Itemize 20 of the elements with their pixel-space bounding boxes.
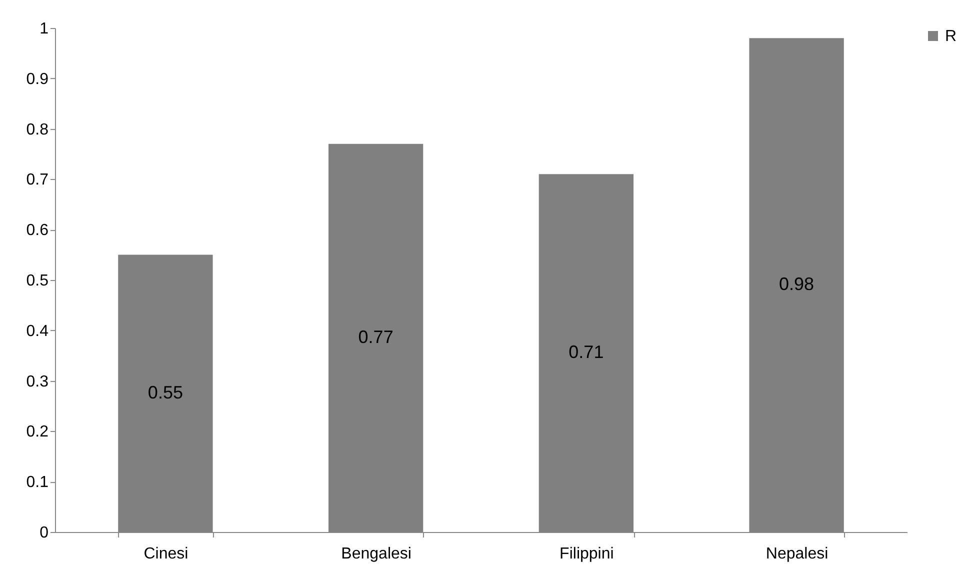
x-tick-label: Bengalesi <box>341 546 412 562</box>
data-label: 0.55 <box>148 382 183 402</box>
y-tick-label: 0.4 <box>26 322 49 340</box>
y-tick-label: 0.1 <box>26 474 49 492</box>
x-tick-label: Nepalesi <box>766 546 828 562</box>
x-tick-label: Cinesi <box>144 546 188 562</box>
legend-label: R <box>945 28 957 45</box>
y-tick-label: 0.2 <box>26 424 49 441</box>
y-tick-label: 0 <box>40 524 49 542</box>
y-tick-label: 0.3 <box>26 373 49 390</box>
data-label: 0.77 <box>358 326 394 347</box>
y-tick-label: 0.9 <box>26 70 49 88</box>
y-tick-label: 0.8 <box>26 121 49 138</box>
x-tick-label: Filippini <box>560 546 614 562</box>
data-label: 0.98 <box>779 274 814 294</box>
y-tick-label: 0.6 <box>26 222 49 240</box>
y-tick-label: 1 <box>40 20 49 38</box>
y-tick-label: 0.7 <box>26 172 49 189</box>
y-tick-label: 0.5 <box>26 272 49 290</box>
data-label: 0.71 <box>568 342 604 362</box>
